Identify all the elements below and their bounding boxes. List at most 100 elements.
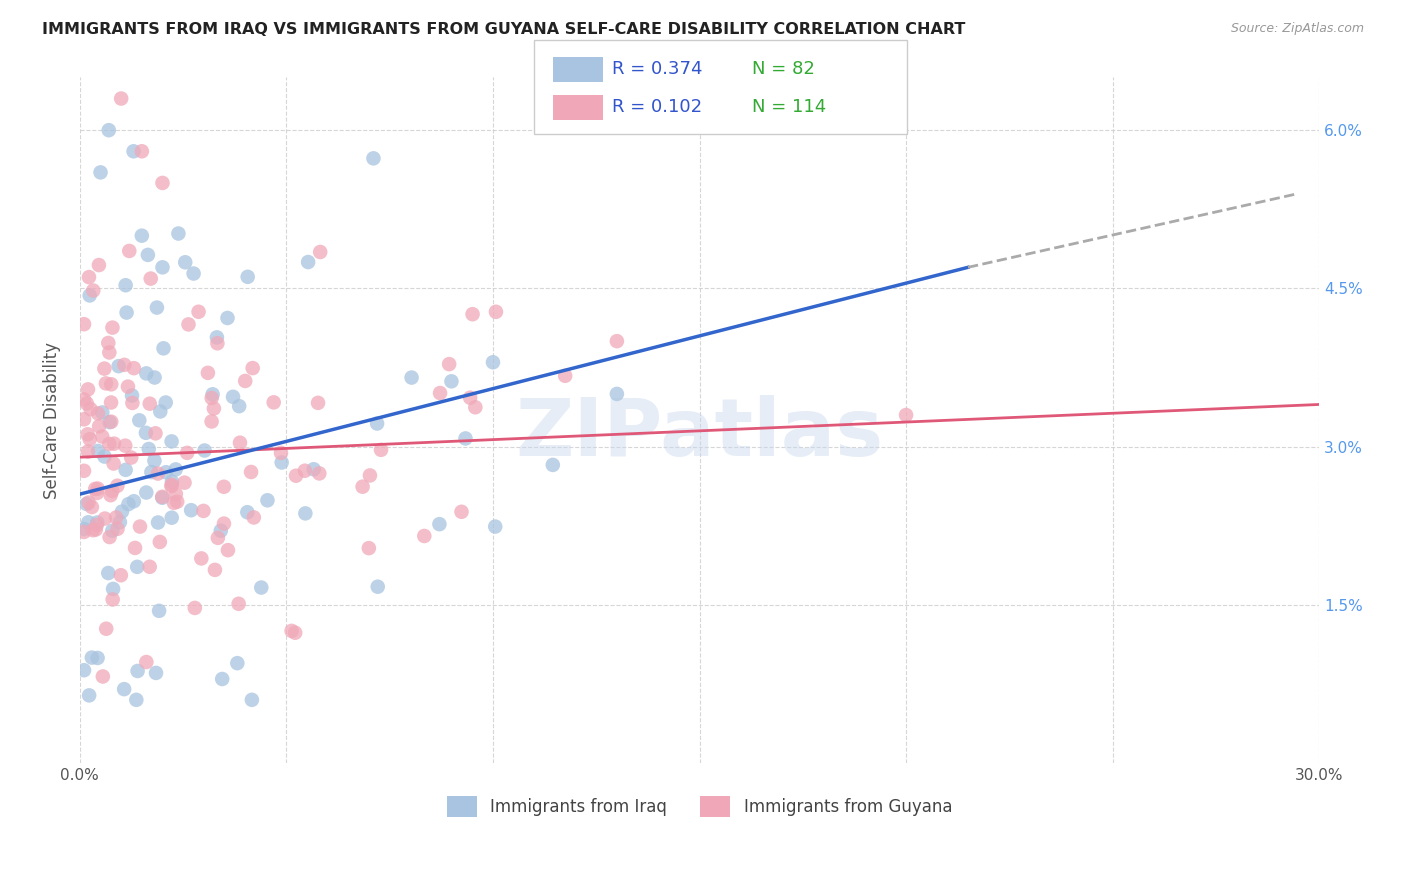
Point bbox=[165, 462, 187, 476]
Point bbox=[143, 453, 166, 467]
Point bbox=[270, 446, 292, 460]
Point bbox=[84, 482, 107, 496]
Point bbox=[541, 458, 564, 472]
Point bbox=[440, 375, 463, 389]
Point bbox=[138, 559, 160, 574]
Point bbox=[160, 475, 183, 489]
Point bbox=[122, 494, 145, 508]
Point bbox=[73, 464, 96, 478]
Point bbox=[193, 504, 215, 518]
Point bbox=[138, 442, 160, 456]
Point bbox=[894, 408, 917, 422]
Point bbox=[302, 462, 325, 476]
Point bbox=[73, 663, 96, 677]
Point bbox=[145, 665, 167, 680]
Point bbox=[482, 355, 505, 369]
Point bbox=[177, 318, 200, 332]
Point bbox=[136, 248, 159, 262]
Point bbox=[127, 664, 149, 678]
Point bbox=[184, 601, 207, 615]
Point bbox=[152, 176, 174, 190]
Point bbox=[73, 524, 96, 539]
Point bbox=[149, 404, 172, 418]
Point bbox=[187, 305, 209, 319]
Point bbox=[236, 505, 259, 519]
Point bbox=[243, 510, 266, 524]
Point bbox=[89, 165, 111, 179]
Point bbox=[207, 336, 229, 351]
Point bbox=[97, 566, 120, 580]
Point bbox=[122, 145, 145, 159]
Point bbox=[233, 374, 256, 388]
Point bbox=[105, 510, 128, 524]
Point bbox=[309, 245, 332, 260]
Point bbox=[129, 519, 152, 533]
Point bbox=[76, 396, 98, 410]
Point bbox=[86, 486, 108, 500]
Point bbox=[91, 429, 114, 443]
Point bbox=[124, 541, 146, 555]
Point bbox=[135, 655, 157, 669]
Point bbox=[263, 395, 285, 409]
Point bbox=[98, 345, 121, 359]
Point bbox=[97, 123, 120, 137]
Point bbox=[76, 497, 98, 511]
Text: IMMIGRANTS FROM IRAQ VS IMMIGRANTS FROM GUYANA SELF-CARE DISABILITY CORRELATION : IMMIGRANTS FROM IRAQ VS IMMIGRANTS FROM … bbox=[42, 22, 966, 37]
Point bbox=[401, 370, 423, 384]
Point bbox=[152, 260, 174, 275]
Point bbox=[163, 496, 186, 510]
Point bbox=[114, 439, 136, 453]
Point bbox=[160, 434, 183, 449]
Point bbox=[201, 387, 224, 401]
Point bbox=[86, 516, 108, 530]
Point bbox=[308, 467, 330, 481]
Point bbox=[80, 500, 103, 514]
Point bbox=[114, 463, 136, 477]
Point bbox=[149, 535, 172, 549]
Point bbox=[93, 361, 115, 376]
Point bbox=[352, 480, 374, 494]
Point bbox=[242, 361, 264, 376]
Point bbox=[101, 483, 124, 498]
Point bbox=[77, 689, 100, 703]
Point bbox=[115, 305, 138, 319]
Point bbox=[148, 604, 170, 618]
Point bbox=[117, 497, 139, 511]
Text: ZIPatlas: ZIPatlas bbox=[516, 395, 883, 473]
Point bbox=[366, 417, 388, 431]
Point bbox=[207, 531, 229, 545]
Point bbox=[98, 415, 121, 429]
Point bbox=[357, 541, 380, 555]
Point bbox=[150, 491, 173, 505]
Point bbox=[87, 406, 110, 420]
Point bbox=[484, 519, 506, 533]
Point bbox=[205, 330, 228, 344]
Point bbox=[236, 269, 259, 284]
Point bbox=[79, 402, 101, 417]
Point bbox=[89, 419, 111, 434]
Point bbox=[82, 523, 104, 537]
Point bbox=[76, 427, 98, 442]
Point bbox=[450, 505, 472, 519]
Point bbox=[98, 530, 121, 544]
Point bbox=[97, 335, 120, 350]
Point bbox=[429, 517, 451, 532]
Point bbox=[73, 392, 96, 407]
Point bbox=[202, 401, 225, 416]
Point bbox=[285, 468, 308, 483]
Point bbox=[197, 366, 219, 380]
Point bbox=[87, 482, 110, 496]
Point bbox=[160, 478, 183, 492]
Point bbox=[103, 436, 125, 450]
Point bbox=[120, 450, 142, 465]
Point bbox=[146, 301, 169, 315]
Point bbox=[217, 543, 239, 558]
Point bbox=[160, 479, 183, 493]
Point bbox=[190, 551, 212, 566]
Point bbox=[146, 467, 169, 481]
Point bbox=[222, 390, 245, 404]
Point bbox=[118, 244, 141, 258]
Point bbox=[135, 367, 157, 381]
Point bbox=[110, 568, 132, 582]
Point bbox=[294, 507, 316, 521]
